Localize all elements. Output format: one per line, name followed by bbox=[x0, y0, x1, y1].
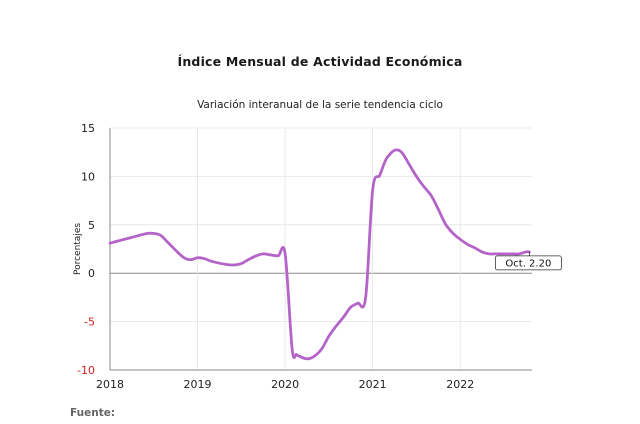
callout-label: Oct. 2.20 bbox=[505, 258, 551, 269]
x-tick-label: 2021 bbox=[359, 378, 387, 391]
y-tick-label: 0 bbox=[88, 267, 95, 280]
y-tick-label: 15 bbox=[81, 122, 95, 135]
last-value-callout: Oct. 2.20 bbox=[494, 251, 562, 271]
series-line bbox=[108, 148, 531, 361]
chart-subtitle: Variación interanual de la serie tendenc… bbox=[197, 99, 443, 111]
chart-title: Índice Mensual de Actividad Económica bbox=[177, 54, 463, 69]
source-label: Fuente: bbox=[70, 407, 116, 419]
x-tick-label: 2018 bbox=[96, 378, 124, 391]
x-tick-labels: 2018 2019 2020 2021 2022 bbox=[96, 378, 474, 391]
y-axis-label: Porcentajes bbox=[73, 223, 83, 275]
y-tick-label: -5 bbox=[84, 316, 95, 329]
axes bbox=[109, 128, 532, 371]
x-tick-label: 2020 bbox=[271, 378, 299, 391]
y-tick-labels: 15 10 5 0 -5 -10 bbox=[77, 122, 95, 377]
y-tick-label: -10 bbox=[77, 364, 95, 377]
y-tick-label: 5 bbox=[88, 219, 95, 232]
callout-box bbox=[494, 255, 562, 271]
x-tick-label: 2022 bbox=[446, 378, 474, 391]
x-tick-label: 2019 bbox=[184, 378, 212, 391]
y-tick-label: 10 bbox=[81, 170, 95, 183]
